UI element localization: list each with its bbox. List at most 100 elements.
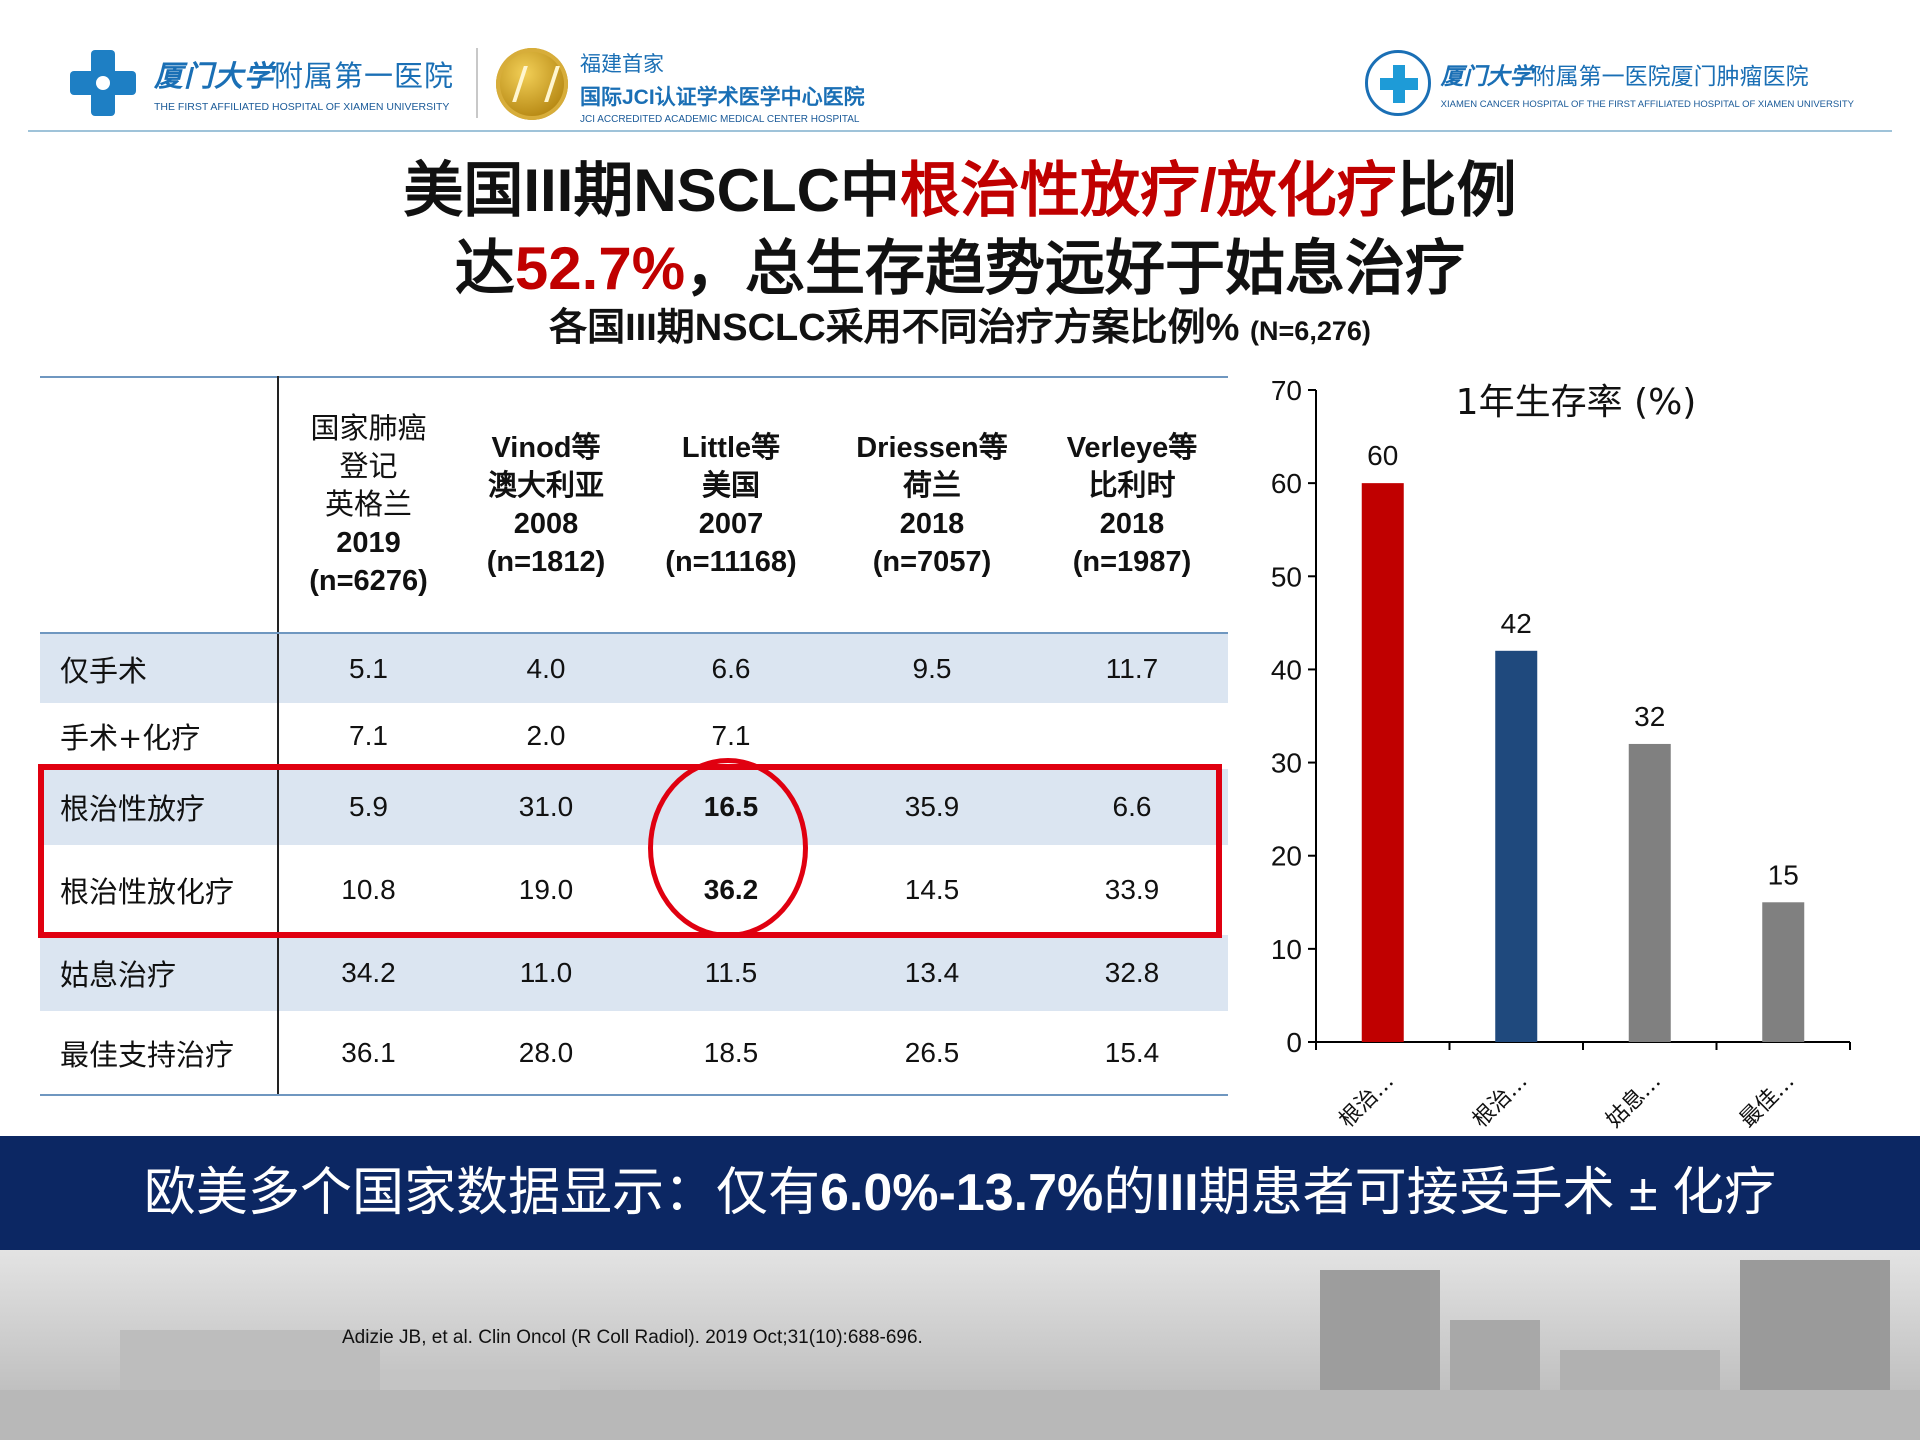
slide-title-line2: 达52.7%，总生存趋势远好于姑息治疗: [454, 235, 1466, 302]
y-tick-label: 60: [1271, 468, 1302, 499]
category-label: 最佳…: [1735, 1069, 1799, 1133]
table-row: 姑息治疗 34.2 11.0 11.5 13.4 32.8: [40, 935, 1228, 1011]
column-header-line: Vinod等: [491, 432, 601, 464]
column-header-line: 2007: [698, 508, 764, 540]
column-header-line: Verleye等: [1066, 432, 1198, 464]
data-label: 32: [1634, 701, 1665, 732]
table-row: 仅手术 5.1 4.0 6.6 9.5 11.7: [40, 633, 1228, 703]
campus-photo-background: [0, 1250, 1920, 1440]
table-cell: 11.5: [634, 935, 828, 1011]
header-divider: [28, 130, 1892, 132]
column-header: Driessen等 荷兰 2018 (n=7057): [828, 376, 1036, 634]
column-header-line: 国家肺癌: [310, 413, 427, 445]
row-label: 最佳支持治疗: [40, 1011, 279, 1096]
column-header-line: 2008: [513, 508, 579, 540]
left-hospital-name-en: THE FIRST AFFILIATED HOSPITAL OF XIAMEN …: [154, 101, 450, 113]
column-header-line: 2018: [1099, 508, 1165, 540]
y-tick-label: 40: [1271, 654, 1302, 685]
table-cell: 36.1: [278, 1011, 458, 1096]
table-cell: 35.9: [828, 769, 1036, 845]
column-header: Little等 美国 2007 (n=11168): [634, 376, 828, 634]
table-cell: 36.2: [703, 874, 759, 905]
row-label: 仅手术: [40, 633, 279, 703]
hospital-seal-icon: [1364, 50, 1431, 116]
table-cell: 6.6: [1036, 769, 1228, 845]
table-cell: 18.5: [634, 1011, 828, 1096]
left-hospital-logo: 厦门大学附属第一医院 THE FIRST AFFILIATED HOSPITAL…: [70, 48, 454, 118]
column-header: Vinod等 澳大利亚 2008 (n=1812): [458, 376, 634, 634]
column-header-line: Driessen等: [856, 432, 1008, 464]
column-header-line: 2019: [336, 527, 401, 559]
column-header-line: 英格兰: [324, 489, 412, 521]
logo-divider: [476, 48, 478, 118]
jci-seal-icon: [496, 48, 568, 120]
reference-citation: Adizie JB, et al. Clin Oncol (R Coll Rad…: [342, 1327, 923, 1348]
table-cell: 11.0: [458, 935, 634, 1011]
table-cell: 16.5: [634, 769, 828, 845]
table-subtitle: 各国III期NSCLC采用不同治疗方案比例% (N=6,276): [549, 307, 1371, 349]
column-header-line: 荷兰: [902, 470, 961, 502]
table-cell: 2.0: [526, 720, 566, 751]
row-label: 手术+化疗: [40, 703, 279, 769]
table-cell: 31.0: [458, 769, 634, 845]
table-cell: 26.5: [828, 1011, 1036, 1096]
column-header-line: Little等: [681, 432, 781, 464]
table-cell: 4.0: [458, 633, 634, 703]
column-header-line: 比利时: [1088, 470, 1176, 502]
bar: [1762, 902, 1805, 1042]
treatment-proportion-table: 国家肺癌登记英格兰 2019 (n=6276) Vinod等 澳大利亚 2008 (n=1…: [40, 376, 1228, 1096]
y-tick-label: 70: [1271, 375, 1302, 406]
table-row: 根治性放化疗 10.8 19.0 36.2 14.5 33.9: [40, 845, 1228, 935]
y-tick-label: 20: [1271, 841, 1302, 872]
data-label: 60: [1367, 440, 1398, 471]
column-header-line: (n=6276): [309, 565, 428, 597]
medical-cross-icon: [70, 50, 136, 116]
column-header: Verleye等 比利时 2018 (n=1987): [1036, 376, 1228, 634]
column-header-line: 美国: [701, 470, 760, 502]
right-hospital-name: 厦门大学附属第一医院厦门肿瘤医院 XIAMEN CANCER HOSPITAL …: [1440, 62, 1854, 110]
table-cell: 13.4: [828, 935, 1036, 1011]
data-label: 15: [1768, 859, 1799, 890]
category-label: 根治…: [1335, 1069, 1399, 1133]
y-tick-label: 10: [1271, 934, 1302, 965]
table-cell: 14.5: [904, 874, 960, 905]
column-header-line: (n=7057): [872, 546, 992, 578]
y-tick-label: 0: [1286, 1027, 1302, 1058]
table-corner: [40, 376, 279, 634]
table-cell: 33.9: [1104, 874, 1160, 905]
column-header-line: (n=1987): [1072, 546, 1192, 578]
table-cell: 10.8: [341, 874, 396, 905]
table-cell: 6.6: [634, 633, 828, 703]
y-tick-label: 50: [1271, 561, 1302, 592]
bar: [1361, 483, 1404, 1043]
chart-title: 1年生存率 (%): [1456, 382, 1697, 423]
left-hospital-name-cn: 厦门大学附属第一医院: [154, 59, 455, 93]
table-row: 根治性放疗 5.9 31.0 16.5 35.9 6.6: [40, 769, 1228, 845]
category-label: 姑息…: [1602, 1069, 1666, 1133]
row-label: 根治性放化疗: [40, 845, 279, 935]
column-header-line: (n=11168): [665, 546, 797, 578]
column-header-line: 2018: [899, 508, 965, 540]
survival-bar-chart: 0 10 20 30 40 50 60 70 60 根治… 42 根治… 32 姑息… 15 最佳… 1年生存率…: [1271, 375, 1851, 1133]
table-cell: [828, 703, 1036, 769]
slide-title-line1: 美国III期NSCLC中根治性放疗/放化疗比例: [403, 157, 1517, 224]
row-label: 根治性放疗: [40, 769, 279, 845]
jci-accreditation-text: 福建首家 国际JCI认证学术医学中心医院 JCI ACCREDITED ACAD…: [580, 53, 865, 125]
right-hospital-logo: 厦门大学附属第一医院厦门肿瘤医院 XIAMEN CANCER HOSPITAL …: [1364, 50, 1854, 116]
table-cell: 28.0: [458, 1011, 634, 1096]
table-row: 最佳支持治疗 36.1 28.0 18.5 26.5 15.4: [40, 1011, 1228, 1096]
column-header: 国家肺癌登记英格兰 2019 (n=6276): [278, 376, 458, 634]
column-header-line: 澳大利亚: [487, 470, 604, 502]
table-cell: 5.9: [278, 769, 458, 845]
table-cell: 7.1: [349, 720, 388, 751]
data-label: 42: [1501, 608, 1532, 639]
table-cell: 32.8: [1036, 935, 1228, 1011]
header: 厦门大学附属第一医院 THE FIRST AFFILIATED HOSPITAL…: [0, 0, 1920, 132]
bar: [1628, 743, 1671, 1042]
table-cell: 7.1: [711, 720, 751, 751]
column-header-line: 登记: [339, 451, 398, 483]
column-header-line: (n=1812): [486, 546, 606, 578]
table-cell: 34.2: [278, 935, 458, 1011]
category-label: 根治…: [1468, 1069, 1532, 1133]
table-cell: 9.5: [828, 633, 1036, 703]
